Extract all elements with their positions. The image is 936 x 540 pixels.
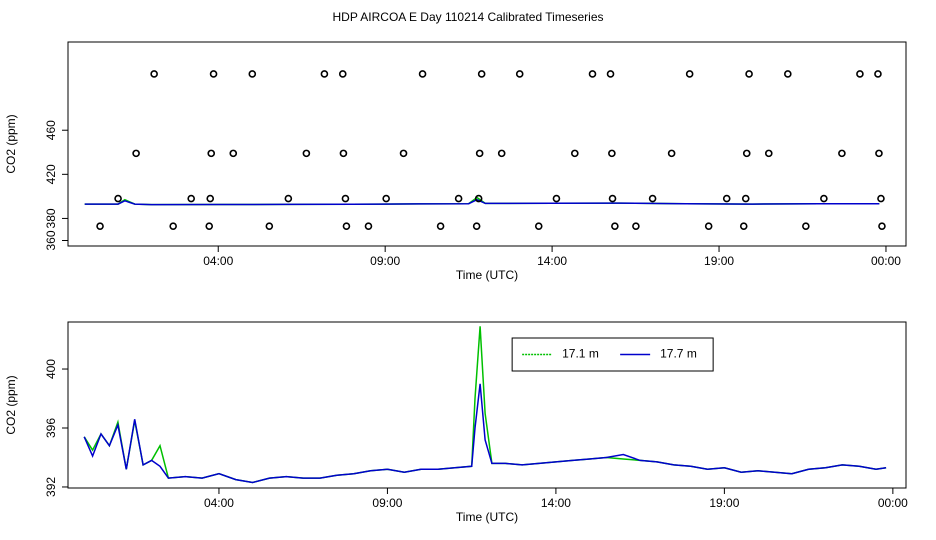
- y-tick-label: 420: [44, 164, 58, 184]
- x-tick-label: 19:00: [709, 496, 739, 510]
- data-point: [856, 70, 864, 78]
- data-point: [474, 194, 483, 203]
- data-point: [477, 70, 486, 78]
- data-point: [820, 194, 828, 203]
- data-point: [320, 70, 329, 78]
- data-point: [418, 70, 427, 78]
- data-point: [685, 70, 694, 78]
- data-point: [611, 222, 619, 230]
- data-point: [96, 222, 104, 230]
- data-point: [229, 149, 238, 158]
- data-point: [338, 70, 347, 78]
- data-point: [608, 149, 616, 158]
- series-line: [83, 383, 887, 484]
- data-point: [742, 149, 751, 158]
- data-point: [878, 222, 886, 230]
- data-point: [341, 194, 350, 203]
- data-point: [472, 222, 481, 230]
- data-point: [632, 222, 640, 230]
- data-point: [648, 194, 657, 203]
- data-point: [704, 222, 713, 230]
- chart-title: HDP AIRCOA E Day 110214 Calibrated Times…: [332, 10, 603, 24]
- data-point: [802, 222, 810, 230]
- data-point: [571, 149, 579, 158]
- legend-label: 17.7 m: [660, 347, 697, 361]
- plot-frame: [67, 41, 907, 247]
- data-point: [339, 149, 348, 158]
- data-point: [764, 149, 773, 158]
- data-point: [608, 194, 617, 203]
- y-tick-label: 360: [44, 230, 58, 250]
- data-point: [722, 194, 731, 203]
- y-tick-label: 460: [44, 120, 58, 140]
- plot-frame: [67, 321, 907, 489]
- data-point: [364, 222, 373, 230]
- data-point: [399, 149, 408, 158]
- x-tick-label: 00:00: [878, 496, 908, 510]
- data-point: [534, 222, 543, 230]
- data-point: [132, 149, 140, 158]
- x-tick-label: 09:00: [370, 254, 400, 268]
- x-tick-label: 14:00: [537, 254, 567, 268]
- data-point: [552, 194, 561, 203]
- data-point: [342, 222, 351, 230]
- legend-label: 17.1 m: [562, 347, 599, 361]
- data-point: [114, 194, 122, 203]
- data-point: [874, 70, 882, 78]
- data-point: [209, 70, 218, 78]
- data-point: [187, 194, 195, 203]
- series-line: [83, 326, 887, 484]
- data-point: [475, 149, 484, 158]
- x-axis-label: Time (UTC): [456, 510, 518, 524]
- y-tick-label: 400: [44, 359, 58, 379]
- x-tick-label: 19:00: [704, 254, 734, 268]
- data-point: [265, 222, 274, 230]
- data-point: [248, 70, 257, 78]
- data-point: [169, 222, 177, 230]
- data-point: [497, 149, 506, 158]
- x-tick-label: 04:00: [204, 496, 234, 510]
- y-axis-label: CO2 (ppm): [4, 375, 18, 434]
- y-tick-label: 392: [44, 477, 58, 497]
- data-point: [454, 194, 463, 203]
- x-axis-label: Time (UTC): [456, 268, 518, 282]
- data-point: [206, 194, 215, 203]
- x-tick-label: 04:00: [203, 254, 233, 268]
- series-line: [84, 198, 880, 206]
- data-point: [838, 149, 846, 158]
- data-point: [207, 149, 216, 158]
- x-tick-label: 14:00: [541, 496, 571, 510]
- data-point: [150, 70, 158, 78]
- data-point: [382, 194, 390, 203]
- data-point: [741, 194, 750, 203]
- x-tick-label: 00:00: [871, 254, 901, 268]
- data-point: [436, 222, 445, 230]
- data-point: [877, 194, 885, 203]
- x-tick-label: 09:00: [372, 496, 402, 510]
- data-point: [784, 70, 792, 78]
- data-point: [205, 222, 214, 230]
- data-point: [302, 149, 311, 158]
- data-point: [745, 70, 753, 78]
- y-tick-label: 396: [44, 418, 58, 438]
- y-axis-label: CO2 (ppm): [4, 114, 18, 173]
- data-point: [588, 70, 597, 78]
- data-point: [667, 149, 676, 158]
- y-tick-label: 380: [44, 208, 58, 228]
- data-point: [284, 194, 293, 203]
- data-point: [875, 149, 883, 158]
- data-point: [739, 222, 748, 230]
- data-point: [606, 70, 615, 78]
- data-point: [515, 70, 524, 78]
- legend-box: [511, 337, 714, 372]
